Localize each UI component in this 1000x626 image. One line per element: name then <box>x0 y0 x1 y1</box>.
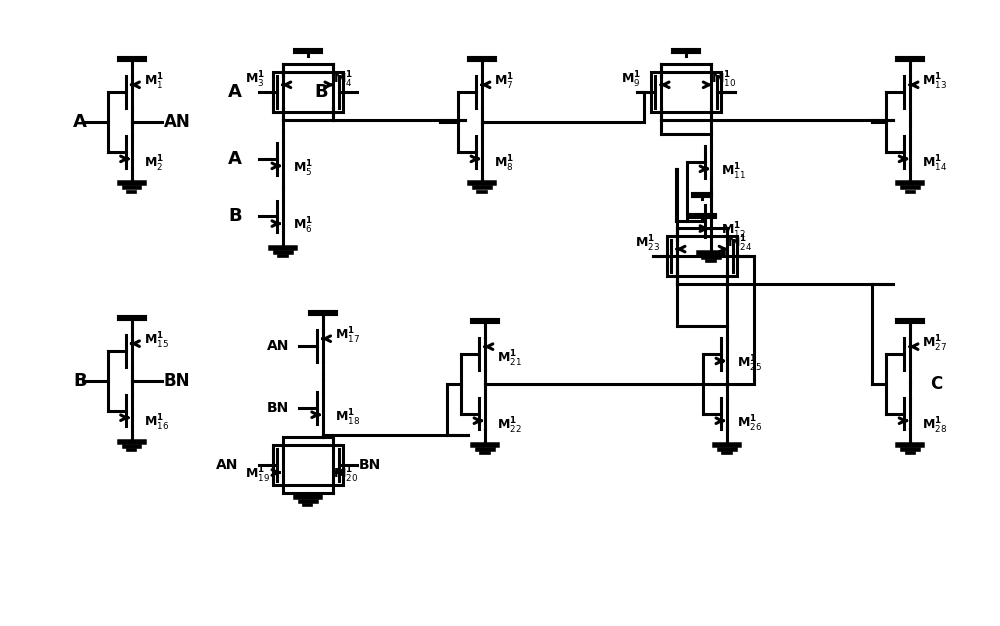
Text: $\mathbf{M}^{\mathbf{1}}_{8}$: $\mathbf{M}^{\mathbf{1}}_{8}$ <box>494 153 514 174</box>
Text: $\mathbf{M}^{\mathbf{1}}_{21}$: $\mathbf{M}^{\mathbf{1}}_{21}$ <box>497 349 522 369</box>
Text: $\mathbf{M}^{\mathbf{1}}_{16}$: $\mathbf{M}^{\mathbf{1}}_{16}$ <box>144 413 169 433</box>
Text: A: A <box>73 113 87 131</box>
Text: $\mathbf{M}^{\mathbf{1}}_{7}$: $\mathbf{M}^{\mathbf{1}}_{7}$ <box>494 72 514 92</box>
Text: $\mathbf{M}^{\mathbf{1}}_{10}$: $\mathbf{M}^{\mathbf{1}}_{10}$ <box>711 70 736 90</box>
Text: $\mathbf{M}^{\mathbf{1}}_{13}$: $\mathbf{M}^{\mathbf{1}}_{13}$ <box>922 72 947 92</box>
Text: BN: BN <box>163 372 190 390</box>
Text: $\mathbf{M}^{\mathbf{1}}_{19}$: $\mathbf{M}^{\mathbf{1}}_{19}$ <box>245 465 270 485</box>
Text: $\mathbf{M}^{\mathbf{1}}_{26}$: $\mathbf{M}^{\mathbf{1}}_{26}$ <box>737 413 762 434</box>
Text: A: A <box>228 83 242 101</box>
Text: $\mathbf{M}^{\mathbf{1}}_{9}$: $\mathbf{M}^{\mathbf{1}}_{9}$ <box>621 70 642 90</box>
Text: $\mathbf{M}^{\mathbf{1}}_{4}$: $\mathbf{M}^{\mathbf{1}}_{4}$ <box>333 70 353 90</box>
Text: $\mathbf{M}^{\mathbf{1}}_{20}$: $\mathbf{M}^{\mathbf{1}}_{20}$ <box>333 465 358 485</box>
Bar <box>273 72 343 112</box>
Text: B: B <box>314 83 328 101</box>
Text: A: A <box>228 150 242 168</box>
Bar <box>651 72 721 112</box>
Text: AN: AN <box>216 458 238 473</box>
Text: $\mathbf{M}^{\mathbf{1}}_{6}$: $\mathbf{M}^{\mathbf{1}}_{6}$ <box>293 217 313 237</box>
Text: $\mathbf{M}^{\mathbf{1}}_{17}$: $\mathbf{M}^{\mathbf{1}}_{17}$ <box>335 326 360 346</box>
Text: $\mathbf{M}^{\mathbf{1}}_{18}$: $\mathbf{M}^{\mathbf{1}}_{18}$ <box>335 408 360 428</box>
Text: C: C <box>930 375 942 393</box>
Bar <box>667 237 737 276</box>
Text: B: B <box>73 372 87 390</box>
Text: $\mathbf{M}^{\mathbf{1}}_{22}$: $\mathbf{M}^{\mathbf{1}}_{22}$ <box>497 416 522 436</box>
Bar <box>273 446 343 485</box>
Text: $\mathbf{M}^{\mathbf{1}}_{5}$: $\mathbf{M}^{\mathbf{1}}_{5}$ <box>293 158 313 178</box>
Text: $\mathbf{M}^{\mathbf{1}}_{3}$: $\mathbf{M}^{\mathbf{1}}_{3}$ <box>245 70 265 90</box>
Text: $\mathbf{M}^{\mathbf{1}}_{28}$: $\mathbf{M}^{\mathbf{1}}_{28}$ <box>922 416 947 436</box>
Text: B: B <box>228 207 242 225</box>
Text: BN: BN <box>359 458 381 473</box>
Text: AN: AN <box>267 339 289 353</box>
Text: $\mathbf{M}^{\mathbf{1}}_{14}$: $\mathbf{M}^{\mathbf{1}}_{14}$ <box>922 153 947 174</box>
Text: $\mathbf{M}^{\mathbf{1}}_{12}$: $\mathbf{M}^{\mathbf{1}}_{12}$ <box>721 222 746 242</box>
Text: $\mathbf{M}^{\mathbf{1}}_{1}$: $\mathbf{M}^{\mathbf{1}}_{1}$ <box>144 72 164 92</box>
Text: AN: AN <box>163 113 190 131</box>
Text: $\mathbf{M}^{\mathbf{1}}_{27}$: $\mathbf{M}^{\mathbf{1}}_{27}$ <box>922 334 947 354</box>
Text: $\mathbf{M}^{\mathbf{1}}_{25}$: $\mathbf{M}^{\mathbf{1}}_{25}$ <box>737 354 762 374</box>
Text: BN: BN <box>267 401 289 414</box>
Text: $\mathbf{M}^{\mathbf{1}}_{24}$: $\mathbf{M}^{\mathbf{1}}_{24}$ <box>727 234 752 254</box>
Text: $\mathbf{M}^{\mathbf{1}}_{11}$: $\mathbf{M}^{\mathbf{1}}_{11}$ <box>721 162 746 182</box>
Text: $\mathbf{M}^{\mathbf{1}}_{23}$: $\mathbf{M}^{\mathbf{1}}_{23}$ <box>635 234 660 254</box>
Text: $\mathbf{M}^{\mathbf{1}}_{2}$: $\mathbf{M}^{\mathbf{1}}_{2}$ <box>144 153 164 174</box>
Text: $\mathbf{M}^{\mathbf{1}}_{15}$: $\mathbf{M}^{\mathbf{1}}_{15}$ <box>144 331 169 351</box>
